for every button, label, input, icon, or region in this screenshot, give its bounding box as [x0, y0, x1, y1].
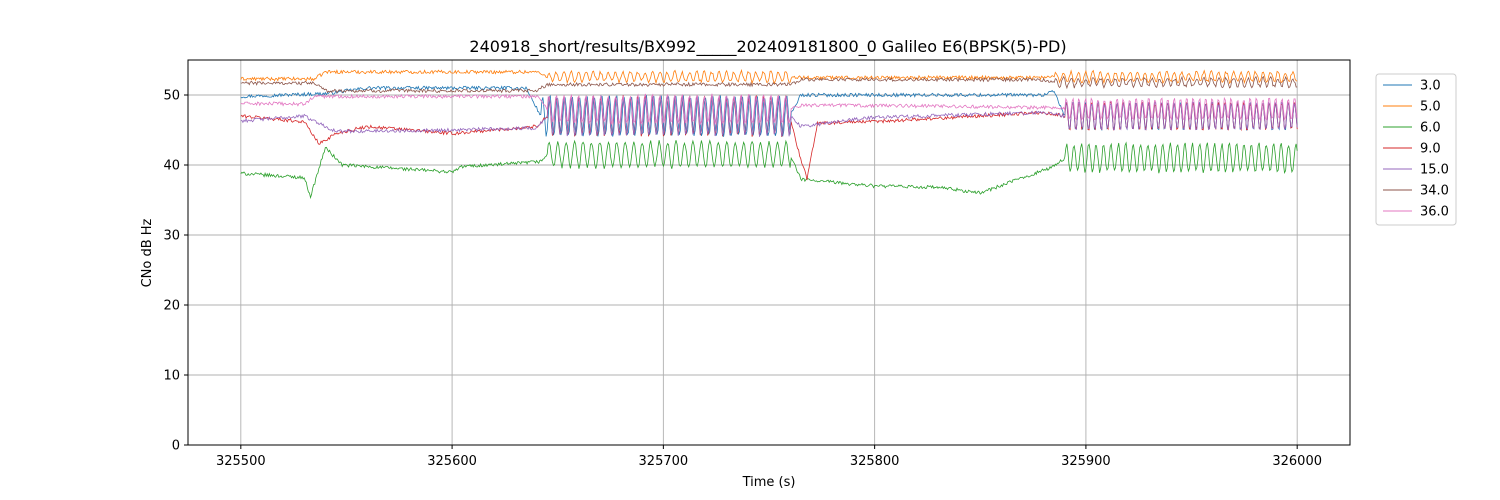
y-tick-label: 50: [163, 89, 180, 104]
x-tick-label: 325800: [850, 454, 900, 469]
axes-frame: [187, 59, 1351, 446]
y-axis-label: CNo dB Hz: [140, 218, 155, 287]
legend-label: 9.0: [1420, 142, 1441, 157]
y-tick-label: 10: [163, 369, 180, 384]
y-tick-label: 0: [172, 439, 180, 454]
y-tick-label: 30: [163, 229, 180, 244]
chart-title: 240918_short/results/BX992_____202409181…: [469, 37, 1066, 57]
legend-label: 6.0: [1420, 121, 1441, 136]
legend-box: [1375, 73, 1457, 226]
y-tick-label: 40: [163, 159, 180, 174]
series-line-6.0: [240, 139, 1298, 200]
x-tick-label: 326000: [1272, 454, 1322, 469]
legend-label: 5.0: [1420, 100, 1441, 115]
y-tick-label: 20: [163, 299, 180, 314]
legend-label: 15.0: [1420, 163, 1449, 178]
x-tick-label: 325700: [639, 454, 689, 469]
legend-label: 3.0: [1420, 79, 1441, 94]
legend-label: 36.0: [1420, 205, 1449, 220]
series-line-5.0: [240, 68, 1298, 85]
x-tick-label: 325900: [1061, 454, 1111, 469]
legend-label: 34.0: [1420, 184, 1449, 199]
x-axis-label: Time (s): [742, 475, 796, 490]
series-line-15.0: [240, 95, 1298, 137]
series-line-36.0: [240, 93, 1298, 126]
series-line-34.0: [240, 75, 1298, 94]
y-axis: 0 10 20 30 40 50: [163, 89, 188, 454]
x-axis: 325500 325600 325700 325800 325900 326000: [216, 445, 1322, 469]
plot-area: [240, 68, 1298, 200]
x-tick-label: 325600: [427, 454, 477, 469]
legend: 3.0 5.0 6.0 9.0 15.0 34.0 36.0: [1375, 73, 1457, 226]
x-tick-label: 325500: [216, 454, 266, 469]
